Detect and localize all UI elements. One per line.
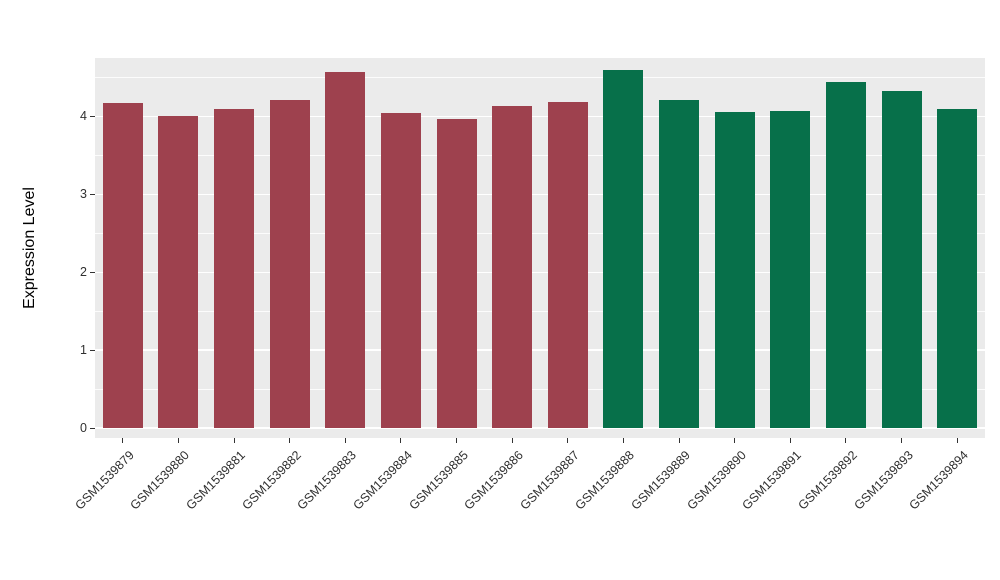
bar — [659, 100, 700, 428]
x-tick-mark — [622, 438, 624, 443]
major-gridline — [95, 427, 985, 429]
x-tick-label: GSM1539892 — [795, 448, 860, 513]
x-tick-label: GSM1539891 — [739, 448, 805, 513]
x-tick-label: GSM1539881 — [183, 448, 248, 513]
x-tick-mark — [901, 438, 903, 443]
y-tick-label: 4 — [80, 109, 87, 124]
bar — [325, 72, 366, 428]
x-tick-mark — [177, 438, 179, 443]
x-tick-label: GSM1539894 — [906, 448, 972, 513]
minor-gridline — [95, 77, 985, 78]
x-tick-label: GSM1539886 — [461, 448, 527, 513]
bar — [770, 110, 811, 428]
major-gridline — [95, 271, 985, 273]
major-gridline — [95, 349, 985, 351]
x-tick-mark — [678, 438, 680, 443]
y-tick-mark — [90, 349, 95, 351]
bar — [603, 69, 644, 428]
x-tick-mark — [789, 438, 791, 443]
bar — [547, 101, 588, 428]
y-tick-label: 2 — [80, 265, 87, 280]
bar — [102, 103, 143, 428]
minor-gridline — [95, 388, 985, 390]
x-tick-mark — [845, 438, 847, 443]
bar — [937, 109, 978, 428]
y-tick-mark — [90, 193, 95, 195]
x-tick-mark — [233, 438, 235, 443]
y-tick-label: 3 — [80, 187, 87, 202]
bar — [158, 115, 199, 428]
y-tick-mark — [90, 115, 95, 117]
y-tick-mark — [90, 427, 95, 429]
y-tick-mark — [90, 271, 95, 273]
x-tick-mark — [400, 438, 402, 443]
x-tick-mark — [511, 438, 513, 443]
bar — [436, 118, 477, 428]
x-tick-mark — [344, 438, 346, 443]
x-tick-mark — [956, 438, 958, 443]
x-tick-label: GSM1539880 — [127, 448, 193, 513]
x-tick-mark — [122, 438, 124, 443]
bar — [825, 82, 866, 428]
minor-gridline — [95, 155, 985, 156]
x-tick-label: GSM1539888 — [572, 448, 638, 513]
major-gridline — [95, 115, 985, 118]
bar — [380, 113, 421, 428]
bar — [214, 109, 255, 428]
x-tick-mark — [734, 438, 736, 443]
plot-panel — [95, 58, 985, 438]
bar — [881, 90, 922, 428]
bar — [269, 100, 310, 428]
y-tick-label: 0 — [80, 421, 87, 435]
x-tick-mark — [567, 438, 569, 443]
bar — [492, 105, 533, 428]
minor-gridline — [95, 310, 985, 312]
x-tick-label: GSM1539884 — [350, 448, 415, 513]
y-tick-label: 1 — [80, 343, 87, 358]
y-axis-title: Expression Level — [21, 187, 38, 309]
x-tick-mark — [456, 438, 458, 443]
minor-gridline — [95, 232, 985, 234]
x-tick-mark — [289, 438, 291, 443]
major-gridline — [95, 193, 985, 195]
x-tick-label: GSM1539889 — [628, 448, 693, 513]
bar — [714, 111, 755, 428]
x-tick-label: GSM1539883 — [294, 448, 360, 513]
